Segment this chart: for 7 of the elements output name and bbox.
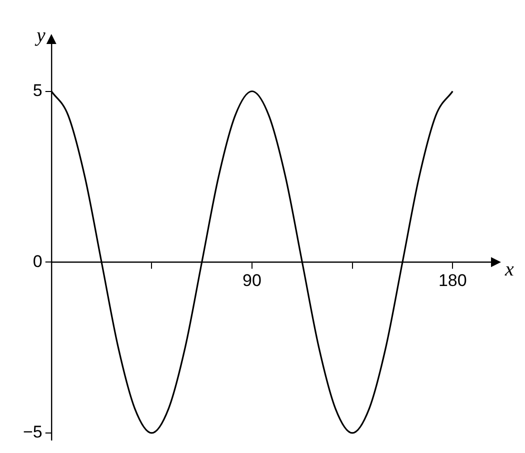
y-axis-title: y	[34, 24, 46, 46]
x-axis-title: x	[504, 258, 514, 280]
y-tick-label: 5	[32, 80, 42, 100]
y-tick-label: −5	[22, 422, 42, 442]
x-tick-label: 180	[438, 271, 467, 290]
y-tick-label: 0	[32, 252, 42, 271]
x-tick-label: 90	[242, 271, 262, 290]
